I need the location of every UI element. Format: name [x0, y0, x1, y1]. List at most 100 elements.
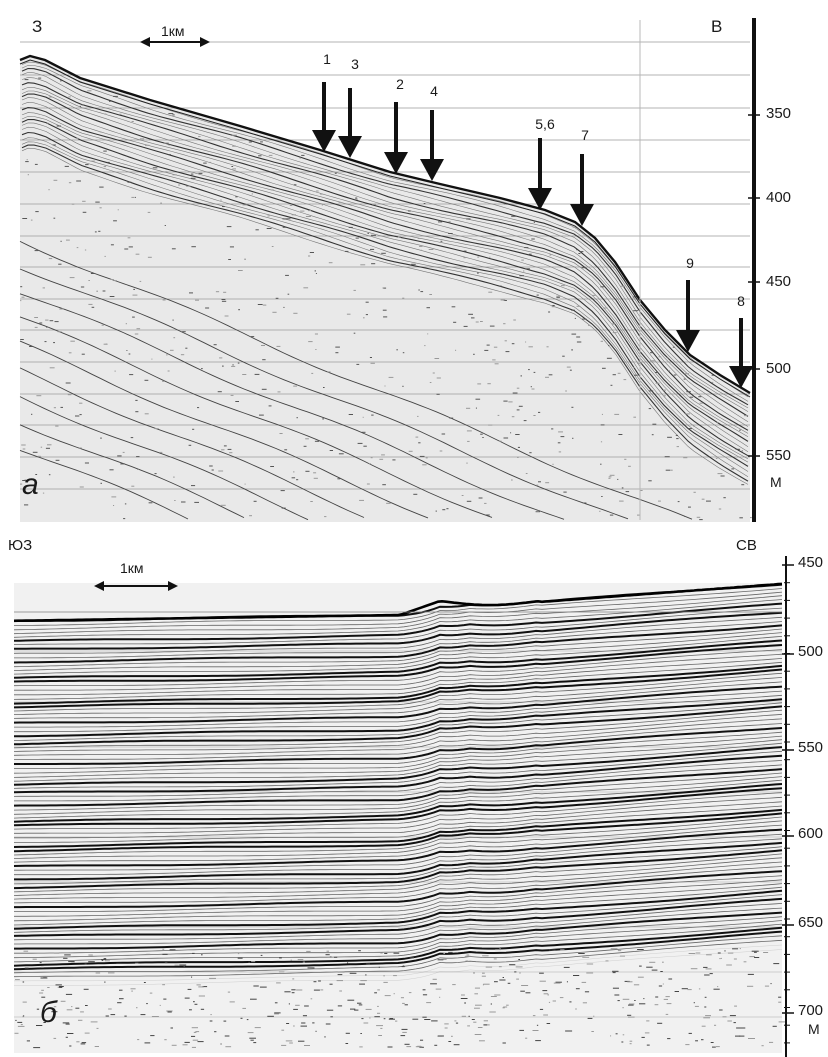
noise	[357, 1002, 362, 1004]
direction-west-label: З	[32, 17, 43, 36]
noise	[69, 1045, 72, 1047]
noise	[511, 479, 513, 481]
noise	[79, 402, 83, 404]
noise	[612, 972, 616, 974]
noise	[627, 981, 633, 983]
arrow-label: 7	[581, 127, 589, 143]
noise	[71, 1006, 73, 1008]
noise	[218, 124, 223, 126]
noise	[518, 959, 520, 960]
noise	[735, 1035, 741, 1037]
noise	[630, 297, 633, 299]
noise	[511, 416, 515, 418]
noise	[665, 996, 670, 998]
noise	[701, 1039, 704, 1041]
noise	[754, 951, 757, 953]
noise	[744, 415, 748, 417]
noise	[244, 258, 246, 260]
noise	[174, 964, 179, 966]
noise	[359, 1046, 363, 1048]
noise	[301, 1022, 306, 1024]
noise	[247, 1032, 254, 1034]
noise	[20, 300, 22, 302]
reflector	[14, 621, 783, 659]
noise	[274, 1012, 281, 1014]
noise	[334, 956, 338, 958]
noise	[684, 373, 690, 375]
noise	[427, 333, 429, 335]
noise	[609, 514, 614, 516]
noise	[503, 323, 506, 325]
noise	[740, 1027, 746, 1029]
noise	[336, 980, 343, 982]
noise	[109, 296, 115, 297]
reflector	[19, 293, 565, 520]
reflector	[14, 944, 783, 982]
noise	[770, 983, 772, 985]
noise	[305, 216, 311, 217]
noise	[471, 317, 475, 319]
noise	[47, 987, 50, 988]
noise	[401, 1028, 408, 1030]
reflector	[19, 449, 189, 520]
noise	[293, 1025, 295, 1027]
noise	[192, 428, 195, 430]
noise	[667, 357, 669, 359]
noise	[107, 161, 110, 163]
reflector	[21, 65, 749, 402]
noise	[360, 264, 366, 266]
noise	[437, 959, 444, 961]
noise	[26, 159, 28, 161]
noise	[99, 207, 102, 209]
noise	[714, 1024, 717, 1026]
noise	[314, 270, 316, 272]
noise	[383, 1018, 386, 1020]
noise	[493, 346, 498, 348]
noise	[422, 464, 427, 466]
noise	[778, 996, 782, 998]
noise	[21, 444, 26, 446]
noise	[713, 988, 720, 990]
reflector	[13, 624, 783, 664]
noise	[379, 458, 384, 460]
reflector	[13, 820, 783, 859]
noise	[128, 246, 133, 248]
noise	[699, 402, 703, 404]
noise	[533, 371, 536, 373]
noise	[335, 346, 340, 348]
noise	[622, 998, 630, 1000]
noise	[329, 450, 333, 451]
noise	[345, 1043, 349, 1044]
noise	[113, 95, 118, 97]
noise	[296, 417, 298, 419]
noise	[357, 442, 363, 444]
noise	[246, 1019, 249, 1021]
noise	[571, 333, 577, 335]
noise	[392, 459, 396, 461]
noise	[420, 1039, 424, 1041]
noise	[649, 961, 656, 963]
noise	[276, 982, 281, 984]
noise	[346, 313, 351, 315]
noise	[254, 1027, 261, 1029]
noise	[494, 994, 501, 996]
noise	[131, 196, 135, 198]
noise	[167, 1011, 172, 1013]
noise	[769, 1041, 774, 1043]
noise	[268, 154, 273, 156]
noise	[170, 1027, 173, 1029]
noise	[573, 975, 580, 976]
noise	[240, 1017, 243, 1019]
noise	[571, 309, 575, 311]
noise	[724, 950, 726, 952]
noise	[213, 344, 217, 346]
noise	[633, 310, 638, 312]
noise	[466, 407, 471, 409]
noise	[543, 993, 549, 995]
noise	[253, 985, 259, 987]
noise	[402, 1002, 405, 1004]
noise	[404, 1043, 410, 1045]
noise	[279, 957, 282, 959]
noise	[532, 1015, 536, 1017]
noise	[396, 349, 398, 351]
